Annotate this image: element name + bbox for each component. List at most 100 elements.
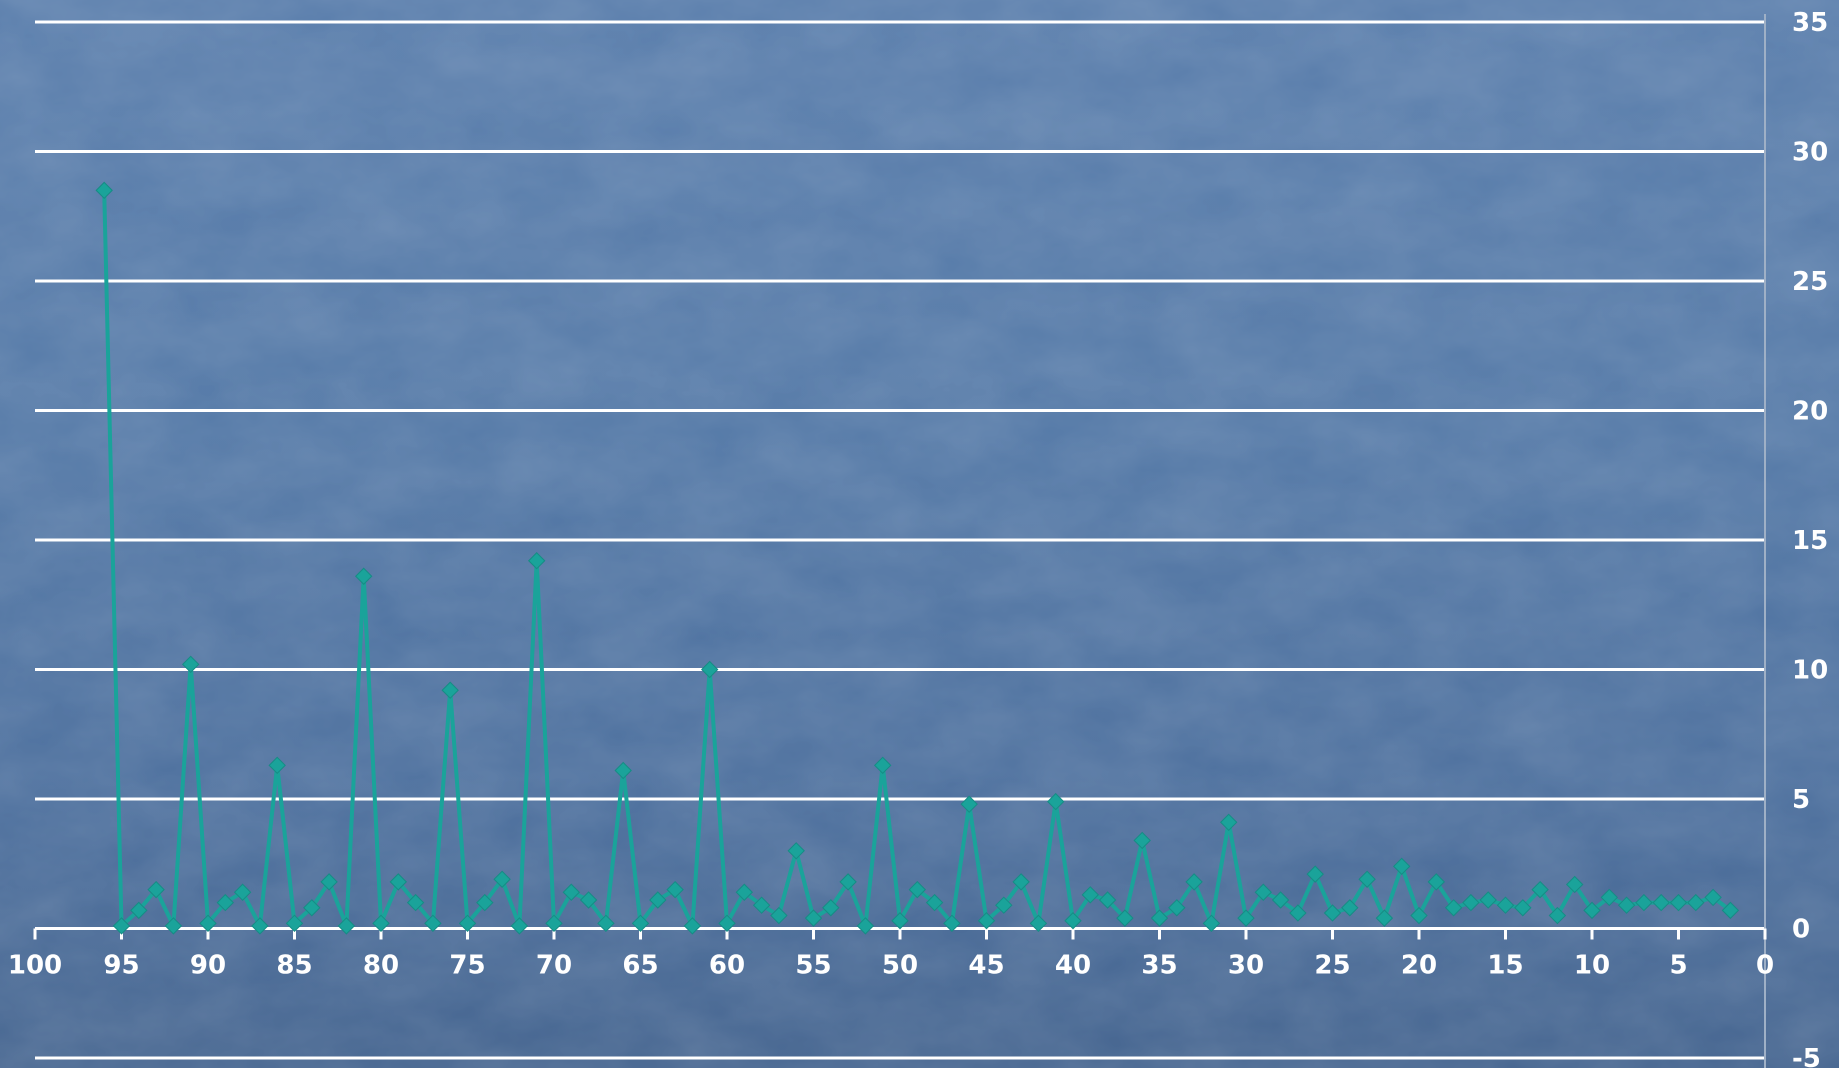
x-tick-label: 35 xyxy=(1141,951,1177,981)
data-point-marker xyxy=(1462,893,1480,912)
data-point-marker xyxy=(337,917,356,935)
x-axis-tick-labels: 100 95 90 85 80 75 70 65 60 55 50 45 40 35 30 25 20 15 10 5… xyxy=(8,951,1774,981)
data-point-marker xyxy=(1600,888,1619,907)
x-tick-label: 0 xyxy=(1756,951,1774,981)
data-point-marker xyxy=(1306,865,1324,883)
data-point-marker xyxy=(1669,893,1688,912)
data-point-marker xyxy=(1046,792,1065,811)
data-point-marker xyxy=(770,906,788,925)
data-point-marker xyxy=(1185,873,1203,891)
data-point-marker xyxy=(493,870,511,888)
x-tick-label: 30 xyxy=(1228,951,1264,981)
y-tick-label: 30 xyxy=(1792,138,1828,168)
data-point-marker xyxy=(1029,914,1048,933)
data-point-marker xyxy=(1496,896,1515,914)
y-tick-label: 10 xyxy=(1792,656,1828,686)
data-point-marker xyxy=(666,880,684,899)
data-point-marker xyxy=(1548,906,1567,925)
data-point-marker xyxy=(649,891,667,909)
data-point-marker xyxy=(856,917,875,935)
data-point-marker xyxy=(372,914,390,933)
x-tick-label: 50 xyxy=(882,951,918,981)
data-point-marker xyxy=(1150,909,1169,927)
data-point-marker xyxy=(1116,909,1134,927)
data-point-marker xyxy=(181,655,200,674)
x-tick-label: 15 xyxy=(1487,951,1523,981)
data-point-marker xyxy=(1168,899,1186,917)
x-tick-label: 90 xyxy=(190,951,226,981)
data-point-marker xyxy=(839,873,857,891)
data-point-marker xyxy=(268,756,286,775)
data-point-marker xyxy=(95,181,113,200)
data-point-marker xyxy=(908,880,927,899)
x-tick-label: 70 xyxy=(536,951,572,981)
x-tick-label: 80 xyxy=(363,951,399,981)
data-point-marker xyxy=(441,681,459,699)
data-point-marker xyxy=(424,914,442,933)
data-point-marker xyxy=(476,893,494,912)
x-tick-label: 75 xyxy=(449,951,485,981)
data-point-marker xyxy=(1392,857,1411,876)
data-point-marker xyxy=(389,873,408,891)
data-point-marker xyxy=(233,883,252,901)
data-point-marker xyxy=(1427,873,1446,891)
x-tick-label: 40 xyxy=(1055,951,1091,981)
data-point-marker xyxy=(873,756,892,775)
data-series xyxy=(95,181,1740,935)
y-tick-label: 25 xyxy=(1792,267,1828,297)
y-tick-label: -5 xyxy=(1792,1044,1821,1068)
data-point-marker xyxy=(683,917,702,935)
data-point-marker xyxy=(303,899,321,917)
data-point-marker xyxy=(112,917,131,935)
data-point-marker xyxy=(1444,899,1463,917)
y-tick-label: 20 xyxy=(1792,397,1828,427)
data-point-marker xyxy=(700,660,719,679)
data-point-marker xyxy=(995,896,1013,914)
data-point-marker xyxy=(1721,901,1740,920)
x-tick-label: 20 xyxy=(1401,951,1437,981)
data-point-marker xyxy=(199,914,217,933)
data-point-marker xyxy=(1098,891,1117,909)
y-tick-label: 5 xyxy=(1792,785,1810,815)
data-point-marker xyxy=(1635,893,1653,912)
y-axis-tick-labels: -5 0 5 10 15 20 25 30 35 xyxy=(1792,8,1828,1068)
data-point-marker xyxy=(130,901,148,920)
data-point-marker xyxy=(1358,870,1376,888)
data-point-marker xyxy=(1617,896,1636,914)
data-point-marker xyxy=(614,761,632,780)
data-point-marker xyxy=(562,883,581,901)
data-point-marker xyxy=(579,891,598,909)
data-point-marker xyxy=(285,914,304,933)
data-point-marker xyxy=(527,552,546,570)
data-point-marker xyxy=(1514,899,1532,917)
data-point-marker xyxy=(458,914,477,933)
data-point-marker xyxy=(1254,883,1273,901)
data-point-marker xyxy=(147,880,165,899)
data-point-marker xyxy=(1704,888,1722,907)
data-point-marker xyxy=(1583,901,1601,920)
data-point-marker xyxy=(631,914,650,933)
x-tick-label: 55 xyxy=(795,951,831,981)
data-point-marker xyxy=(752,896,771,914)
data-point-marker xyxy=(545,914,563,933)
data-point-marker xyxy=(822,899,840,917)
data-point-marker xyxy=(1687,893,1705,912)
data-point-marker xyxy=(354,567,373,585)
data-point-marker xyxy=(891,912,909,930)
x-tick-label: 45 xyxy=(968,951,1004,981)
data-point-marker xyxy=(1289,904,1307,922)
data-point-marker xyxy=(787,842,805,860)
data-point-marker xyxy=(510,917,529,935)
data-point-marker xyxy=(718,914,736,933)
data-point-marker xyxy=(1081,886,1100,904)
x-tick-label: 95 xyxy=(103,951,139,981)
data-point-marker xyxy=(1479,891,1497,909)
data-point-marker xyxy=(1219,813,1238,832)
data-point-marker xyxy=(1271,891,1290,909)
data-point-marker xyxy=(735,883,754,901)
data-point-marker xyxy=(804,909,823,927)
x-tick-label: 60 xyxy=(709,951,745,981)
data-point-marker xyxy=(1375,909,1394,927)
data-point-marker xyxy=(597,914,615,933)
